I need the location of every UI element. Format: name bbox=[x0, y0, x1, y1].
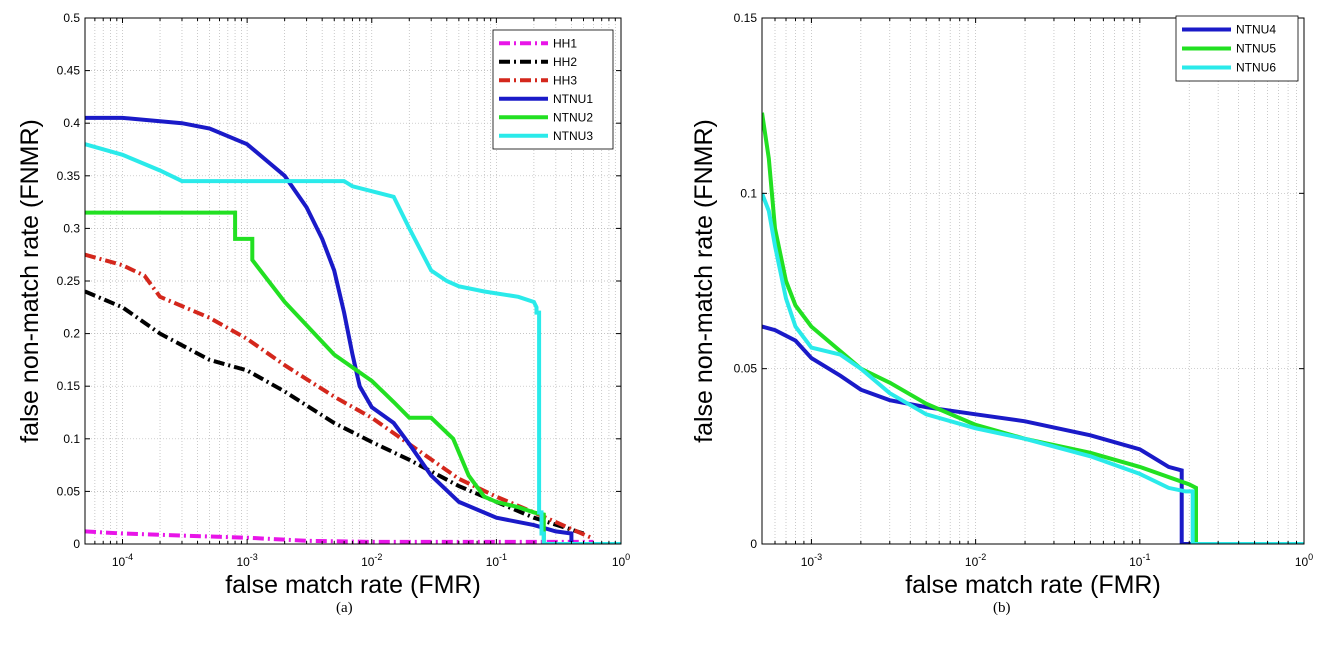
legend-label-ntnu4: NTNU4 bbox=[1236, 23, 1276, 37]
panel-b-grid bbox=[762, 18, 1304, 544]
panel-b-x-axis-label: false match rate (FMR) bbox=[905, 571, 1161, 599]
panel-a-y-tick-label: 0.4 bbox=[63, 116, 80, 130]
panel-b-plot-frame bbox=[761, 17, 1305, 545]
panel-b-y-tick-label: 0.15 bbox=[734, 11, 758, 25]
panel-a-legend-box bbox=[492, 29, 614, 150]
panel-b-legend: NTNU4 NTNU5 NTNU6 bbox=[1175, 15, 1299, 82]
panel-a-x-tick-label: 10-2 bbox=[361, 552, 382, 569]
series-line-hh3 bbox=[85, 252, 595, 541]
panel-b-x-tick-label: 100 bbox=[1295, 552, 1313, 569]
panel-a-y-axis-label: false non-match rate (FNMR) bbox=[16, 119, 44, 443]
panel-a-y-tick-label: 0 bbox=[73, 537, 80, 551]
series-line-ntnu4 bbox=[762, 324, 1304, 544]
panel-a-y-tick-label: 0.35 bbox=[57, 169, 81, 183]
panel-b-y-tick-label: 0.05 bbox=[734, 362, 758, 376]
series-line-hh1 bbox=[85, 529, 594, 544]
legend-label-ntnu5: NTNU5 bbox=[1236, 42, 1276, 56]
panel-a-legend: HH1 HH2 HH3 NTNU1 NTNU2 NTNU3 bbox=[492, 29, 614, 150]
panel-a-ticks: 10-4 10-3 10-2 10-1 100 0 0.05 0.1 0.15 0.2 0.25 0.… bbox=[57, 11, 631, 569]
legend-label-ntnu3: NTNU3 bbox=[553, 129, 593, 143]
legend-label-ntnu1: NTNU1 bbox=[553, 92, 593, 106]
panel-b-caption: (b) bbox=[993, 600, 1011, 616]
series-line-ntnu5 bbox=[762, 112, 1304, 544]
legend-label-hh2: HH2 bbox=[553, 55, 577, 69]
panel-a-x-tick-label: 100 bbox=[612, 552, 630, 569]
series-line-ntnu2 bbox=[85, 210, 546, 544]
panel-a-y-tick-label: 0.3 bbox=[63, 221, 80, 235]
panel-b-y-tick-label: 0 bbox=[750, 537, 757, 551]
series-line-ntnu3 bbox=[85, 142, 621, 544]
panel-a-y-tick-label: 0.15 bbox=[57, 379, 81, 393]
panel-a-y-tick-label: 0.25 bbox=[57, 274, 81, 288]
panel-a: 10-4 10-3 10-2 10-1 100 0 0.05 0.1 0.15 0.2 0.25 0.… bbox=[16, 11, 630, 599]
panel-b-ticks: 10-3 10-2 10-1 100 0 0.05 0.1 0.15 bbox=[734, 11, 1314, 569]
panel-b: 10-3 10-2 10-1 100 0 0.05 0.1 0.15 false match r… bbox=[690, 11, 1313, 599]
series-line-ntnu6 bbox=[762, 192, 1304, 544]
panel-b-x-tick-label: 10-2 bbox=[965, 552, 986, 569]
panel-b-x-tick-label: 10-3 bbox=[801, 552, 822, 569]
panel-a-y-tick-label: 0.1 bbox=[63, 432, 80, 446]
panel-b-y-axis-label: false non-match rate (FNMR) bbox=[690, 119, 718, 443]
legend-label-ntnu2: NTNU2 bbox=[553, 110, 593, 124]
panel-b-x-tick-label: 10-1 bbox=[1129, 552, 1150, 569]
panel-b-lines bbox=[762, 112, 1304, 544]
panel-a-y-tick-label: 0.5 bbox=[63, 11, 80, 25]
panel-a-x-tick-label: 10-4 bbox=[112, 552, 133, 569]
panel-a-x-axis-label: false match rate (FMR) bbox=[225, 571, 481, 599]
panel-a-lines bbox=[85, 115, 621, 544]
panel-b-y-tick-label: 0.1 bbox=[740, 186, 757, 200]
panel-a-x-tick-label: 10-1 bbox=[486, 552, 507, 569]
panel-a-caption: (a) bbox=[336, 600, 353, 616]
panel-a-x-tick-label: 10-3 bbox=[236, 552, 257, 569]
panel-a-y-tick-label: 0.45 bbox=[57, 64, 81, 78]
panel-a-y-tick-label: 0.05 bbox=[57, 484, 81, 498]
legend-label-hh3: HH3 bbox=[553, 73, 577, 87]
panel-a-y-tick-label: 0.2 bbox=[63, 327, 80, 341]
legend-label-hh1: HH1 bbox=[553, 36, 577, 50]
legend-label-ntnu6: NTNU6 bbox=[1236, 61, 1276, 75]
